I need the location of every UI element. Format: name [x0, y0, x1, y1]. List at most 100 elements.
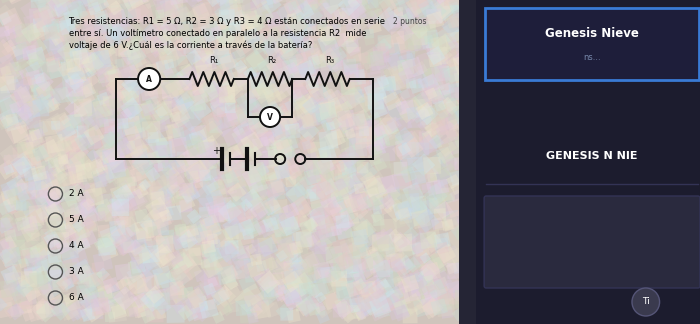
Bar — [265, 177, 286, 198]
Bar — [144, 0, 156, 9]
Bar — [314, 64, 334, 85]
Bar — [76, 190, 94, 209]
Bar — [343, 58, 357, 73]
Bar — [220, 267, 237, 284]
Bar — [347, 0, 359, 9]
Bar — [446, 33, 456, 44]
Bar — [4, 196, 20, 213]
Bar — [104, 283, 115, 294]
Bar — [275, 47, 290, 61]
Bar — [241, 30, 254, 43]
Bar — [202, 214, 217, 230]
Bar — [276, 36, 289, 49]
Bar — [216, 300, 232, 316]
Bar — [4, 154, 22, 173]
Bar — [156, 137, 167, 149]
Bar — [169, 281, 184, 296]
Bar — [33, 0, 50, 8]
Bar — [97, 201, 118, 222]
Bar — [313, 275, 337, 299]
Bar — [310, 0, 325, 14]
Bar — [435, 288, 454, 306]
Bar — [268, 279, 286, 297]
Bar — [38, 4, 55, 19]
Bar — [50, 145, 65, 160]
Bar — [206, 179, 225, 198]
Bar — [12, 41, 31, 61]
Bar — [24, 179, 38, 194]
Bar — [160, 20, 176, 37]
Bar — [285, 186, 295, 196]
Bar — [320, 102, 331, 113]
Bar — [118, 180, 132, 192]
Bar — [152, 112, 172, 131]
Bar — [274, 64, 295, 85]
Bar — [97, 42, 116, 60]
Bar — [28, 29, 39, 40]
Bar — [1, 43, 20, 62]
Bar — [443, 97, 462, 115]
Bar — [416, 143, 429, 156]
Bar — [10, 270, 25, 284]
Bar — [225, 103, 235, 113]
Bar — [318, 101, 337, 120]
Bar — [214, 143, 232, 160]
Bar — [367, 0, 379, 9]
Bar — [285, 106, 303, 124]
Bar — [140, 287, 165, 312]
Bar — [261, 204, 272, 215]
Bar — [36, 16, 53, 32]
Bar — [294, 93, 316, 115]
Bar — [62, 292, 75, 305]
Bar — [432, 33, 456, 57]
Bar — [435, 106, 460, 131]
Bar — [398, 102, 416, 121]
Bar — [146, 306, 164, 322]
Bar — [78, 272, 89, 284]
Bar — [32, 170, 53, 191]
Bar — [133, 230, 147, 245]
Bar — [121, 108, 132, 119]
Bar — [222, 98, 237, 113]
Bar — [97, 284, 113, 300]
Bar — [351, 81, 371, 100]
Bar — [347, 149, 367, 168]
Bar — [167, 157, 184, 174]
Bar — [50, 217, 62, 229]
Bar — [252, 168, 270, 186]
Bar — [2, 154, 14, 166]
Bar — [382, 127, 403, 148]
Bar — [65, 165, 76, 176]
Bar — [131, 275, 146, 291]
Bar — [289, 241, 303, 255]
Bar — [253, 4, 274, 24]
Bar — [74, 131, 95, 152]
Bar — [64, 32, 80, 48]
Bar — [87, 110, 107, 130]
Bar — [0, 235, 16, 252]
Bar — [332, 60, 351, 78]
Bar — [275, 139, 292, 156]
Bar — [334, 178, 347, 191]
Bar — [274, 285, 291, 303]
Bar — [207, 202, 230, 224]
Bar — [150, 201, 169, 220]
Bar — [233, 5, 245, 17]
Bar — [394, 234, 412, 252]
Bar — [202, 240, 216, 254]
Bar — [271, 145, 284, 157]
Bar — [17, 182, 36, 201]
Bar — [251, 185, 268, 201]
Bar — [153, 0, 173, 14]
Bar — [296, 232, 312, 247]
Bar — [190, 295, 209, 313]
Bar — [47, 192, 60, 205]
Bar — [239, 306, 257, 323]
Bar — [47, 249, 62, 263]
Bar — [223, 108, 243, 127]
Bar — [393, 236, 405, 248]
Bar — [372, 46, 391, 65]
Bar — [144, 221, 162, 239]
Bar — [4, 199, 20, 215]
Bar — [141, 161, 154, 175]
